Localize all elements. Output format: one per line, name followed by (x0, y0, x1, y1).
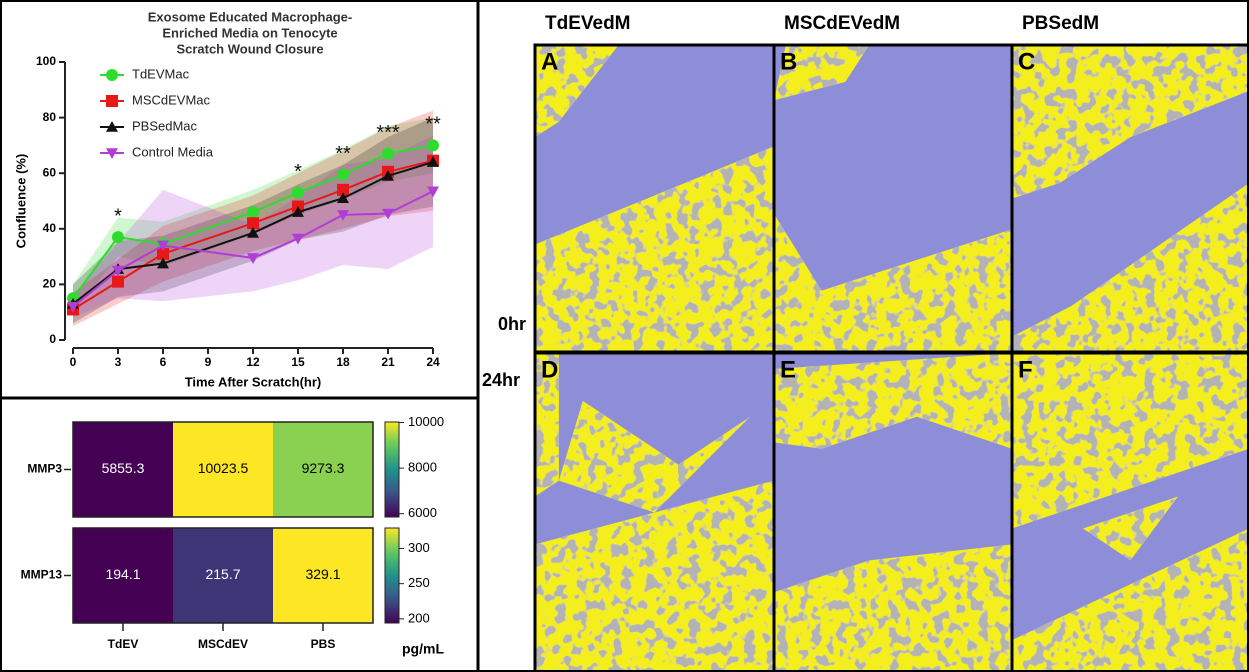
legend-label: MSCdEVMac (132, 92, 211, 107)
row-header: 24hr (482, 370, 520, 390)
colorbar-tick-label: 300 (408, 540, 430, 555)
panel-letter: B (780, 48, 797, 75)
colorbar-tick-label: 250 (408, 575, 430, 590)
micrograph (1012, 45, 1249, 352)
legend-label: Control Media (132, 144, 214, 159)
y-tick-label: 20 (43, 277, 57, 291)
marker (112, 276, 124, 288)
colorbar (385, 528, 399, 623)
micrograph (1012, 353, 1249, 672)
x-tick-label: 21 (381, 355, 395, 369)
row-label: MMP3 (27, 462, 62, 476)
figure: Exosome Educated Macrophage-Enriched Med… (0, 0, 1249, 672)
panel-letter: F (1018, 356, 1033, 383)
y-tick-label: 40 (43, 221, 57, 235)
marker (427, 139, 439, 151)
marker (382, 148, 394, 160)
column-header: PBSedM (1022, 13, 1099, 34)
y-axis-label: Confluence (%) (13, 154, 28, 249)
panel-letter: A (541, 48, 558, 75)
x-tick-label: 3 (115, 355, 122, 369)
x-tick-label: 0 (70, 355, 77, 369)
marker (292, 187, 304, 199)
marker (247, 206, 259, 218)
cell-label: 5855.3 (102, 460, 145, 476)
legend-label: PBSedMac (132, 118, 198, 133)
colorbar-tick-label: 10000 (408, 414, 444, 429)
chart-title: Exosome Educated Macrophage- (148, 9, 352, 24)
marker (106, 69, 118, 81)
marker (106, 95, 118, 107)
micrograph (535, 45, 774, 352)
column-label: PBS (311, 637, 336, 651)
colorbar-tick-label: 200 (408, 610, 430, 625)
colorbar (385, 422, 399, 517)
cell-label: 329.1 (305, 566, 340, 582)
column-label: MSCdEV (198, 637, 248, 651)
image-grid: TdEVedM MSCdEVedM PBSedM 0hr A B C 24hr D E F (482, 13, 1249, 672)
significance: ** (425, 114, 441, 136)
marker (112, 231, 124, 243)
x-axis-label: Time After Scratch(hr) (185, 374, 322, 389)
x-tick-label: 9 (205, 355, 212, 369)
panel-letter: C (1018, 48, 1035, 75)
cell-label: 9273.3 (302, 460, 345, 476)
cell-label: 10023.5 (198, 460, 249, 476)
y-tick-label: 100 (36, 54, 56, 68)
marker (337, 169, 349, 181)
colorbar-label: pg/mL (402, 641, 444, 657)
legend-label: TdEVMac (132, 66, 190, 81)
colorbar-tick-label: 8000 (408, 460, 437, 475)
x-tick-label: 24 (426, 355, 440, 369)
row-label: MMP13 (21, 568, 63, 582)
significance: ** (335, 143, 351, 165)
x-tick-label: 6 (160, 355, 167, 369)
x-tick-label: 18 (336, 355, 350, 369)
chart-title: Enriched Media on Tenocyte (162, 25, 337, 40)
significance: * (294, 161, 302, 183)
significance: * (114, 205, 122, 227)
chart-title: Scratch Wound Closure (176, 41, 323, 56)
colorbar-tick-label: 6000 (408, 505, 437, 520)
y-tick-label: 60 (43, 165, 57, 179)
column-header: MSCdEVedM (784, 13, 900, 34)
row-header: 0hr (498, 314, 526, 334)
cell-label: 215.7 (205, 566, 240, 582)
x-tick-label: 12 (246, 355, 260, 369)
micrograph (774, 45, 1012, 352)
significance: *** (376, 122, 400, 144)
panel-letter: E (780, 356, 796, 383)
panel-letter: D (541, 356, 558, 383)
x-tick-label: 15 (291, 355, 305, 369)
micrograph (774, 353, 1012, 672)
y-tick-label: 0 (49, 332, 56, 346)
cell-label: 194.1 (105, 566, 140, 582)
micrograph (535, 353, 774, 672)
y-tick-label: 80 (43, 110, 57, 124)
column-header: TdEVedM (545, 13, 631, 34)
column-label: TdEV (108, 637, 139, 651)
